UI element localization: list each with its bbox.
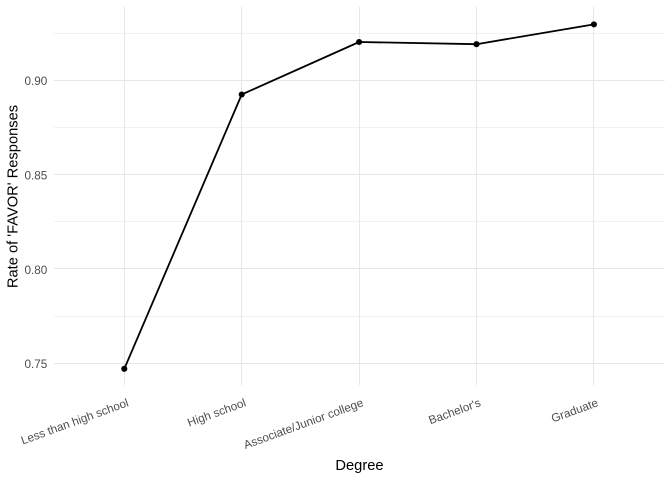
- svg-text:Rate of 'FAVOR' Responses: Rate of 'FAVOR' Responses: [6, 105, 22, 288]
- svg-text:0.85: 0.85: [24, 169, 47, 182]
- svg-text:0.90: 0.90: [24, 75, 47, 88]
- svg-text:0.75: 0.75: [24, 358, 47, 371]
- svg-text:0.80: 0.80: [24, 264, 47, 277]
- svg-text:Degree: Degree: [335, 458, 383, 474]
